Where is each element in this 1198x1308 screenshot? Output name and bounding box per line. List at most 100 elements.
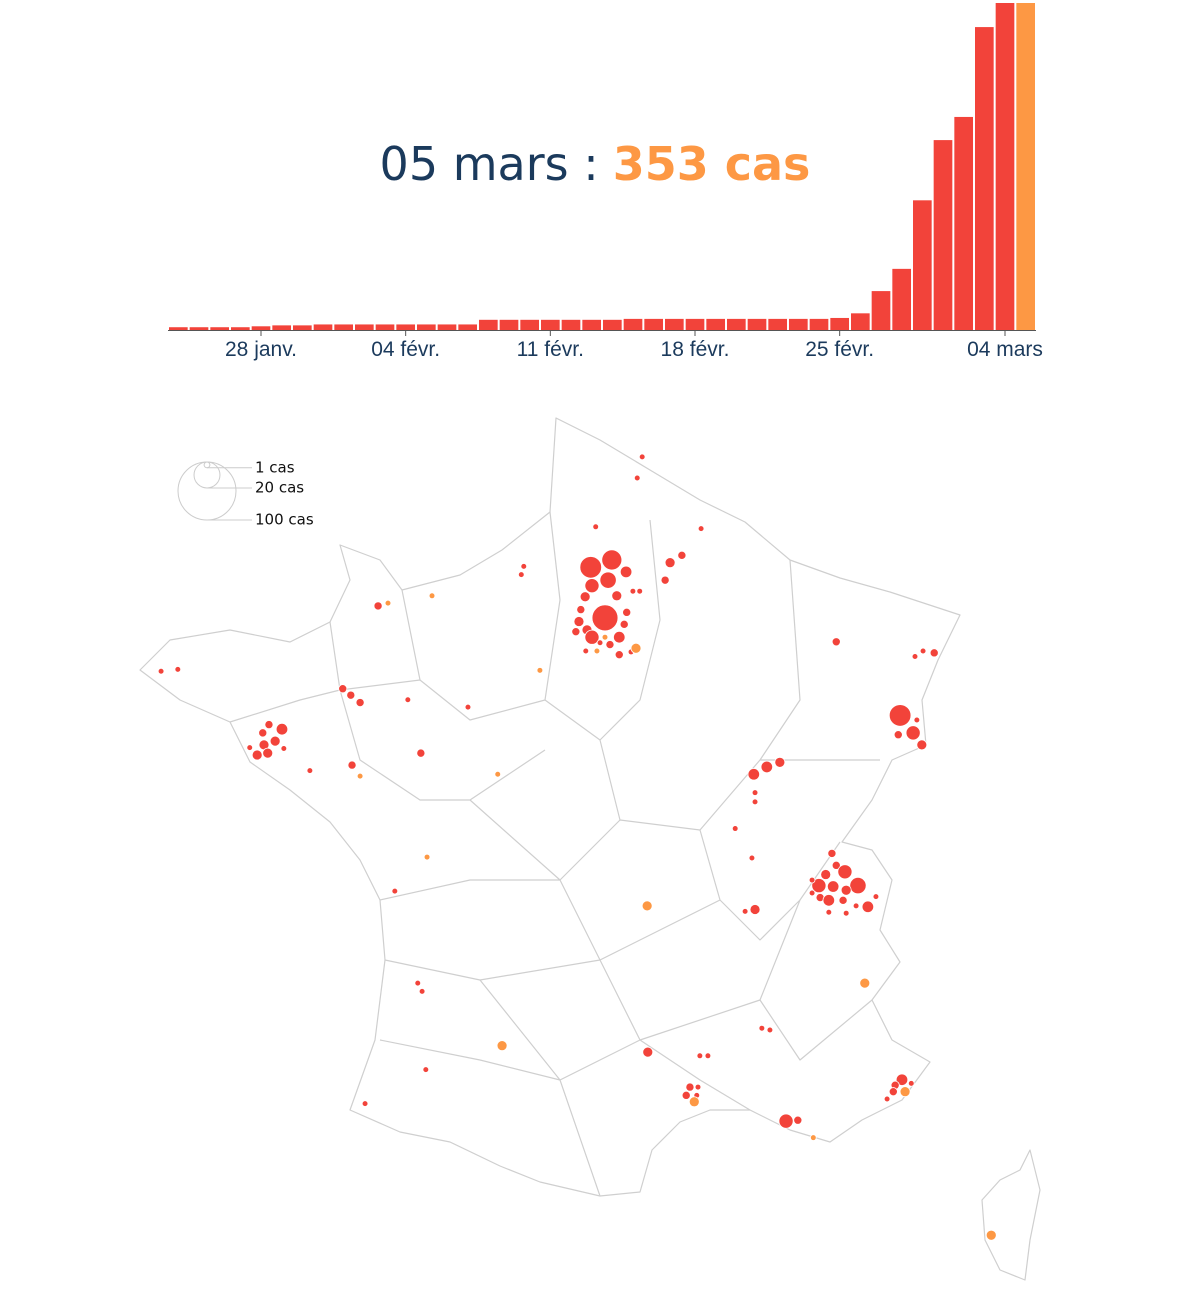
- bar: [582, 319, 601, 330]
- bar: [334, 324, 353, 330]
- case-bubble: [384, 599, 392, 607]
- case-bubble: [749, 904, 761, 915]
- case-bubble: [306, 767, 314, 774]
- bar: [913, 200, 932, 330]
- case-bubble: [831, 637, 841, 647]
- bar: [231, 327, 250, 330]
- bar: [995, 3, 1015, 330]
- case-bubble: [774, 756, 786, 768]
- bar: [809, 318, 829, 330]
- case-bubble: [414, 979, 422, 987]
- case-bubble: [758, 1024, 766, 1032]
- case-bubble: [778, 1113, 794, 1129]
- map-base: [139, 417, 1041, 1281]
- case-bubble: [826, 880, 840, 893]
- bar: [933, 140, 953, 330]
- case-bubble: [338, 684, 348, 694]
- bar: [768, 318, 787, 330]
- case-bubble: [641, 900, 653, 912]
- legend-label: 20 cas: [255, 478, 304, 496]
- case-bubble: [356, 772, 364, 780]
- case-bubble: [601, 633, 609, 641]
- case-bubble: [605, 640, 615, 650]
- case-bubble: [642, 1046, 654, 1058]
- case-bubble: [494, 770, 502, 778]
- case-bubble: [838, 895, 848, 905]
- case-bubble: [619, 565, 633, 579]
- bar: [417, 324, 436, 330]
- case-bubble: [157, 667, 165, 675]
- bar: [789, 318, 808, 330]
- case-bubble: [822, 894, 836, 907]
- case-bubble: [174, 666, 182, 673]
- case-bubble: [622, 607, 632, 617]
- x-tick-label: 11 févr.: [517, 338, 584, 361]
- case-bubble: [582, 647, 590, 655]
- case-bubble: [269, 735, 281, 747]
- case-bubble: [633, 474, 641, 482]
- case-bubble: [888, 1087, 898, 1097]
- case-bubble: [849, 876, 867, 895]
- bar: [644, 318, 663, 330]
- x-tick-label: 04 févr.: [371, 338, 440, 361]
- bar: [975, 27, 994, 330]
- case-bubble: [601, 549, 623, 571]
- case-bubble: [748, 854, 756, 862]
- case-bubble: [636, 587, 644, 595]
- case-bubble: [619, 619, 629, 629]
- case-bubble: [907, 1080, 915, 1087]
- bar: [685, 318, 705, 330]
- bubbles: [157, 453, 997, 1241]
- bar: [851, 313, 870, 330]
- case-bubble: [275, 723, 289, 736]
- case-bubble: [571, 627, 581, 637]
- case-bubble: [747, 768, 761, 781]
- case-bubble: [579, 556, 602, 579]
- bar: [561, 319, 581, 330]
- bar: [251, 326, 271, 330]
- case-bubble: [246, 744, 254, 751]
- case-bubble: [694, 1083, 702, 1091]
- case-bubble: [496, 1040, 508, 1052]
- bar: [396, 324, 415, 330]
- case-bubble: [697, 525, 705, 532]
- case-bubble: [859, 977, 871, 989]
- bar: [727, 318, 746, 330]
- bar: [541, 319, 560, 330]
- case-bubble: [660, 575, 670, 585]
- corsica: [981, 1149, 1041, 1281]
- case-bubble: [251, 749, 263, 761]
- case-bubble: [913, 716, 921, 724]
- bar: [665, 318, 684, 330]
- case-bubble: [573, 616, 585, 627]
- case-bubble: [872, 893, 880, 900]
- case-bubble: [766, 1026, 774, 1034]
- case-bubble: [760, 760, 774, 774]
- case-bubble: [852, 902, 860, 910]
- case-bubble: [731, 825, 739, 832]
- case-bubble: [664, 557, 676, 569]
- bar: [272, 325, 291, 330]
- bar: [437, 324, 457, 330]
- case-bubble: [428, 592, 436, 600]
- case-bubble: [888, 704, 912, 727]
- case-bubble: [741, 908, 749, 915]
- case-bubble: [593, 647, 601, 655]
- case-bubble: [751, 798, 759, 806]
- department-lines: [229, 511, 880, 1197]
- bar: [499, 319, 519, 330]
- case-bubble: [520, 563, 528, 570]
- case-bubble: [916, 739, 928, 751]
- case-bubble: [391, 887, 399, 895]
- case-bubble: [517, 571, 525, 578]
- case-bubble: [837, 864, 853, 880]
- france-outline: [139, 417, 961, 1197]
- bar: [293, 325, 312, 330]
- case-bubble: [280, 745, 288, 752]
- case-bubble: [905, 725, 921, 741]
- legend-label: 100 cas: [255, 511, 314, 529]
- bar: [479, 319, 498, 330]
- case-bubble: [929, 648, 939, 658]
- bar: [871, 291, 891, 330]
